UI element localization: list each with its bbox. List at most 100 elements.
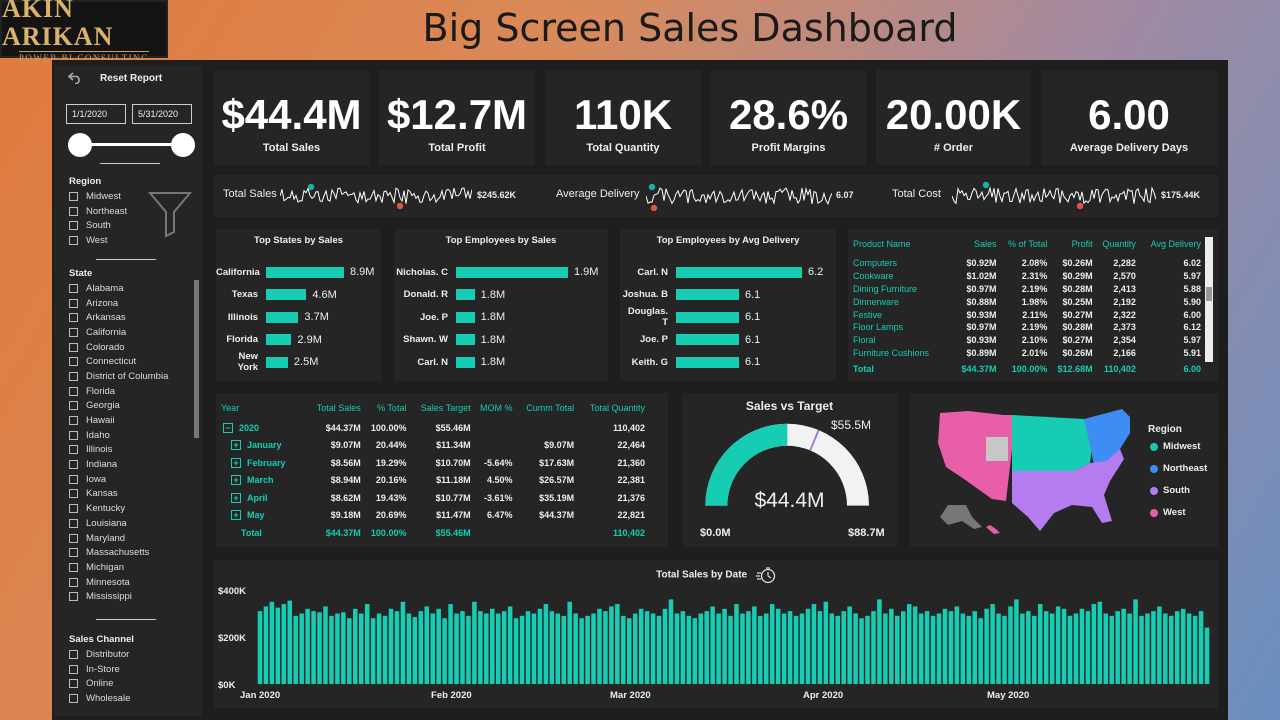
bar[interactable] xyxy=(266,334,292,345)
matrix-row[interactable]: + May $9.18M 20.69% $11.47M 6.47% $44.37M 22,82… xyxy=(221,507,645,525)
column-header[interactable]: Total Sales xyxy=(316,403,361,413)
checkbox[interactable] xyxy=(69,474,78,484)
bar[interactable] xyxy=(456,334,475,345)
sales-bar[interactable] xyxy=(990,604,995,684)
bar-row[interactable]: Douglas. T 6.1 xyxy=(620,306,760,328)
checkbox[interactable] xyxy=(69,221,78,231)
sales-bar[interactable] xyxy=(525,611,531,684)
sales-bar[interactable] xyxy=(936,613,942,685)
us-region-map[interactable] xyxy=(934,409,1144,539)
northeast-region[interactable] xyxy=(1084,409,1130,465)
sales-bar[interactable] xyxy=(895,615,900,684)
checkbox[interactable] xyxy=(69,371,78,381)
sales-bar[interactable] xyxy=(394,611,400,684)
sales-bar[interactable] xyxy=(382,615,388,684)
sales-bar[interactable] xyxy=(918,613,924,685)
state-option[interactable]: Georgia xyxy=(69,399,168,414)
state-option[interactable]: Alabama xyxy=(69,281,168,296)
sales-bar[interactable] xyxy=(1174,611,1180,684)
sales-bar[interactable] xyxy=(406,613,412,685)
bar-row[interactable]: California 8.9M xyxy=(216,261,374,283)
legend-south[interactable]: South xyxy=(1150,485,1190,496)
table-row[interactable]: Festive $0.93M 2.11% $0.27M 2,322 6.00 xyxy=(853,308,1201,321)
expand-toggle-icon[interactable]: + xyxy=(231,457,241,468)
sales-bar[interactable] xyxy=(597,608,602,684)
checkbox[interactable] xyxy=(69,357,78,367)
sales-channel-option[interactable]: Wholesale xyxy=(69,691,130,706)
state-option[interactable]: Colorado xyxy=(69,340,168,355)
checkbox[interactable] xyxy=(69,283,78,293)
state-option[interactable]: Arizona xyxy=(69,296,168,311)
checkbox[interactable] xyxy=(69,298,78,308)
sales-bar[interactable] xyxy=(1145,613,1150,685)
south-region[interactable] xyxy=(1012,449,1124,531)
column-header[interactable]: Sales Target xyxy=(420,403,471,413)
sales-bar[interactable] xyxy=(1151,611,1156,684)
checkbox[interactable] xyxy=(69,649,78,659)
sales-bar[interactable] xyxy=(769,604,775,684)
sales-bar[interactable] xyxy=(734,604,739,684)
sales-bar[interactable] xyxy=(716,613,721,685)
column-header[interactable]: MOM % xyxy=(479,403,513,413)
state-option[interactable]: Mississippi xyxy=(69,589,168,604)
expand-toggle-icon[interactable]: + xyxy=(231,492,241,503)
column-header[interactable]: Cumm Total xyxy=(526,403,575,413)
table-row[interactable]: Floor Lamps $0.97M 2.19% $0.28M 2,373 6.12 xyxy=(853,321,1201,334)
checkbox[interactable] xyxy=(69,592,78,602)
sales-bar[interactable] xyxy=(1198,611,1204,684)
table-row[interactable]: Dining Furniture $0.97M 2.19% $0.28M 2,413 5.… xyxy=(853,283,1201,296)
midwest-region[interactable] xyxy=(1012,415,1094,471)
sales-bar[interactable] xyxy=(507,606,513,684)
bar-row[interactable]: Keith. G 6.1 xyxy=(620,351,761,373)
region-option[interactable]: South xyxy=(69,218,127,233)
bar[interactable] xyxy=(676,334,739,345)
sales-bar[interactable] xyxy=(1103,613,1109,685)
state-option[interactable]: Minnesota xyxy=(69,575,168,590)
expand-toggle-icon[interactable]: + xyxy=(231,510,241,521)
checkbox[interactable] xyxy=(69,191,78,201)
sales-bar[interactable] xyxy=(1067,615,1073,684)
sales-bar[interactable] xyxy=(287,600,293,684)
sales-bar[interactable] xyxy=(960,613,966,685)
sales-bar[interactable] xyxy=(466,615,471,684)
sales-bar[interactable] xyxy=(817,611,823,684)
bar-row[interactable]: Carl. N 6.2 xyxy=(620,261,823,283)
checkbox[interactable] xyxy=(69,664,78,674)
sales-bar[interactable] xyxy=(912,606,918,684)
sales-bar[interactable] xyxy=(358,613,364,685)
bar-row[interactable]: Carl. N 1.8M xyxy=(394,351,505,373)
date-slider-end-handle[interactable] xyxy=(171,133,195,157)
sales-bar[interactable] xyxy=(859,618,864,684)
sales-bar[interactable] xyxy=(764,613,769,685)
sales-bar[interactable] xyxy=(930,615,936,684)
column-header[interactable]: Quantity xyxy=(1102,239,1136,249)
sales-bar[interactable] xyxy=(400,601,406,684)
matrix-row[interactable]: + April $8.62M 19.43% $10.77M -3.61% $35.19M 21… xyxy=(221,489,645,507)
checkbox[interactable] xyxy=(69,518,78,528)
table-row[interactable]: Dinnerware $0.88M 1.98% $0.25M 2,192 5.90 xyxy=(853,295,1201,308)
sales-bar[interactable] xyxy=(781,613,787,685)
checkbox[interactable] xyxy=(69,460,78,470)
sales-bar[interactable] xyxy=(257,611,263,684)
checkbox[interactable] xyxy=(69,342,78,352)
checkbox[interactable] xyxy=(69,206,78,216)
matrix-row[interactable]: + January $9.07M 20.44% $11.34M $9.07M 22,464 xyxy=(221,437,645,455)
checkbox[interactable] xyxy=(69,679,78,689)
checkbox[interactable] xyxy=(69,386,78,396)
sales-bar[interactable] xyxy=(692,618,698,684)
state-list-scrollbar[interactable] xyxy=(194,280,199,438)
sales-bar[interactable] xyxy=(984,608,989,684)
sales-bar[interactable] xyxy=(1073,613,1079,685)
state-option[interactable]: Indiana xyxy=(69,457,168,472)
column-header[interactable]: % Total xyxy=(377,403,407,413)
sales-bar[interactable] xyxy=(609,606,614,684)
state-option[interactable]: Louisiana xyxy=(69,516,168,531)
sales-bar[interactable] xyxy=(484,613,489,685)
sales-bar[interactable] xyxy=(1085,611,1091,684)
sales-bar[interactable] xyxy=(650,613,656,685)
checkbox[interactable] xyxy=(69,416,78,426)
sales-bar[interactable] xyxy=(490,608,495,684)
state-option[interactable]: Idaho xyxy=(69,428,168,443)
sales-bar[interactable] xyxy=(1121,608,1126,684)
state-option[interactable]: Kentucky xyxy=(69,501,168,516)
